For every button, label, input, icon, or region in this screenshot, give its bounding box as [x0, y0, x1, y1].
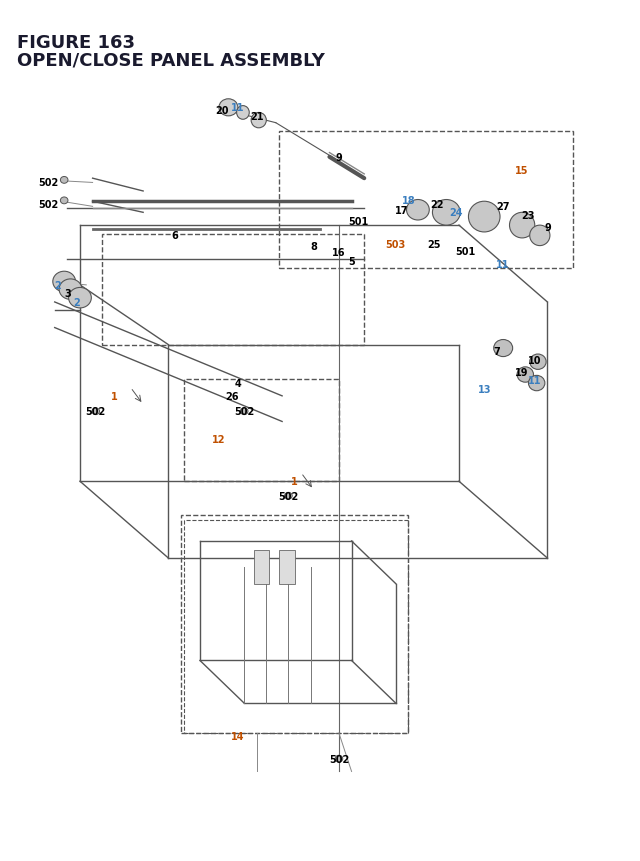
Ellipse shape: [406, 201, 429, 220]
Text: 18: 18: [402, 195, 415, 205]
Ellipse shape: [219, 100, 238, 117]
Text: 502: 502: [86, 406, 106, 417]
Text: OPEN/CLOSE PANEL ASSEMBLY: OPEN/CLOSE PANEL ASSEMBLY: [17, 51, 324, 69]
Text: 11: 11: [528, 376, 541, 386]
Text: 9: 9: [335, 152, 342, 163]
Text: 11: 11: [497, 259, 510, 269]
Ellipse shape: [59, 280, 82, 300]
Text: 22: 22: [430, 200, 444, 209]
Text: 7: 7: [493, 346, 500, 356]
Ellipse shape: [530, 355, 546, 370]
Ellipse shape: [92, 408, 100, 415]
Text: 9: 9: [544, 223, 551, 232]
Ellipse shape: [509, 213, 535, 238]
Text: 502: 502: [329, 753, 349, 764]
Text: 2: 2: [54, 281, 61, 290]
Ellipse shape: [60, 177, 68, 184]
Ellipse shape: [433, 201, 460, 226]
Text: 10: 10: [528, 356, 541, 366]
Bar: [253, 550, 269, 584]
Text: 13: 13: [477, 385, 491, 394]
Ellipse shape: [285, 492, 292, 499]
Ellipse shape: [530, 226, 550, 246]
Text: 20: 20: [215, 106, 229, 115]
Ellipse shape: [237, 107, 249, 121]
Text: 5: 5: [348, 257, 355, 267]
Text: FIGURE 163: FIGURE 163: [17, 34, 135, 52]
Text: 14: 14: [231, 731, 244, 740]
Text: 502: 502: [234, 406, 254, 417]
Ellipse shape: [517, 368, 534, 383]
Text: 501: 501: [455, 246, 476, 257]
Ellipse shape: [468, 202, 500, 232]
Text: 502: 502: [38, 200, 58, 209]
Ellipse shape: [335, 755, 343, 762]
Text: 16: 16: [332, 248, 346, 258]
Ellipse shape: [68, 288, 92, 308]
Text: 502: 502: [278, 491, 298, 501]
Text: 17: 17: [396, 206, 409, 215]
Text: 8: 8: [310, 242, 317, 252]
Ellipse shape: [60, 198, 68, 205]
Ellipse shape: [53, 272, 76, 293]
Ellipse shape: [493, 340, 513, 357]
Text: 12: 12: [212, 434, 226, 444]
Text: 26: 26: [225, 392, 238, 401]
Text: 24: 24: [449, 208, 463, 218]
Ellipse shape: [251, 114, 266, 128]
Text: 501: 501: [348, 217, 368, 226]
Text: 19: 19: [515, 368, 529, 377]
Text: 502: 502: [38, 178, 58, 189]
Ellipse shape: [529, 376, 545, 391]
Text: 503: 503: [386, 239, 406, 250]
Text: 2: 2: [74, 298, 80, 307]
Text: 4: 4: [234, 379, 241, 388]
Ellipse shape: [241, 408, 248, 415]
Text: 11: 11: [231, 103, 244, 113]
Text: 3: 3: [64, 289, 70, 299]
Text: 6: 6: [172, 231, 178, 241]
Bar: [279, 550, 295, 584]
Text: 1: 1: [111, 392, 118, 401]
Text: 23: 23: [522, 211, 535, 220]
Text: 27: 27: [497, 202, 510, 212]
Text: 15: 15: [515, 165, 529, 176]
Text: 1: 1: [291, 477, 298, 486]
Text: 21: 21: [250, 112, 264, 121]
Text: 25: 25: [427, 239, 440, 250]
